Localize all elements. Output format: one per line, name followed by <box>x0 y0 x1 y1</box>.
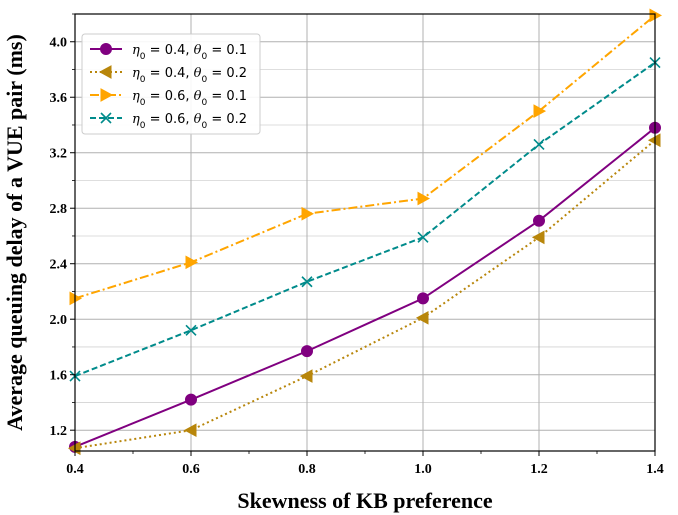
series-1-line <box>74 126 656 448</box>
legend-label-part: η <box>132 66 140 81</box>
series-2-point <box>415 310 429 325</box>
legend-label-part: 0 <box>201 121 207 131</box>
series-4-point <box>417 231 429 243</box>
legend-label-part: = 0.6, <box>146 112 194 127</box>
legend-label-4: η0 = 0.6, θ0 = 0.2 <box>132 112 247 131</box>
legend-label-part: η <box>132 89 140 104</box>
legend-label-part: θ <box>194 89 202 104</box>
legend-label-part: = 0.1 <box>207 89 247 104</box>
legend-label-part: θ <box>194 43 202 58</box>
series-4-line <box>74 61 656 378</box>
series-4-point <box>301 276 313 288</box>
series-3-line <box>74 14 656 300</box>
legend-label-part: = 0.1 <box>207 43 247 58</box>
legend: η0 = 0.4, θ0 = 0.1η0 = 0.4, θ0 = 0.2η0 =… <box>81 33 261 135</box>
x-tick-label: 0.8 <box>298 462 316 477</box>
legend-label-part: θ <box>194 112 202 127</box>
legend-label-part: 0 <box>201 52 207 62</box>
x-tick-label: 1.0 <box>414 462 432 477</box>
series-2 <box>67 133 661 456</box>
series-1-point <box>185 393 197 406</box>
legend-label-1: η0 = 0.4, θ0 = 0.1 <box>132 43 247 62</box>
x-tick-label: 0.4 <box>66 462 84 477</box>
series-3-point <box>533 104 547 118</box>
legend-label-part: 0 <box>201 98 207 108</box>
y-tick-label: 1.2 <box>50 424 68 439</box>
legend-label-part: = 0.4, <box>146 66 194 81</box>
series-4-point-stroke <box>417 231 429 243</box>
series-layer <box>67 8 663 456</box>
y-tick-label: 3.2 <box>50 147 68 162</box>
legend-label-2: η0 = 0.4, θ0 = 0.2 <box>132 66 247 85</box>
legend-label-part: = 0.4, <box>146 43 194 58</box>
series-2-line <box>74 139 656 450</box>
y-tick-label: 4.0 <box>50 36 68 51</box>
legend-marker-4 <box>100 112 112 124</box>
legend-label-part: = 0.6, <box>146 89 194 104</box>
legend-label-part: 0 <box>140 98 146 108</box>
legend-label-part: η <box>132 43 140 58</box>
legend-marker-1 <box>100 43 112 55</box>
y-tick-label: 2.8 <box>50 202 68 217</box>
legend-label-part: = 0.2 <box>207 66 247 81</box>
y-tick-label: 2.0 <box>50 313 68 328</box>
legend-label-part: = 0.2 <box>207 112 247 127</box>
series-4-point-stroke <box>301 276 313 288</box>
series-4-point <box>185 324 197 336</box>
series-3-point <box>417 191 431 206</box>
legend-label-part: 0 <box>140 52 146 62</box>
series-4-point-stroke <box>185 324 197 336</box>
y-tick-label: 3.6 <box>50 91 68 106</box>
legend-label-part: η <box>132 112 140 127</box>
series-3-point <box>301 206 315 221</box>
x-tick-label: 1.2 <box>530 462 548 477</box>
x-axis-title: Skewness of KB preference <box>237 488 492 513</box>
series-2-point <box>531 230 545 245</box>
legend-label-part: 0 <box>201 75 207 85</box>
series-4-point-stroke <box>533 138 545 150</box>
ticks: 1.2 1.6 2.0 2.4 2.8 3.2 3.6 4.0 0.4 0.6 0.8 1.0 1.2 1… <box>50 13 664 477</box>
legend-marker-2 <box>98 65 112 79</box>
legend-marker-3 <box>100 88 114 102</box>
series-2-point <box>299 369 313 383</box>
legend-label-part: 0 <box>140 75 146 85</box>
legend-label-part: θ <box>194 66 202 81</box>
legend-marker-4-stroke <box>100 112 112 124</box>
series-4-point <box>533 138 545 150</box>
legend-label-3: η0 = 0.6, θ0 = 0.1 <box>132 89 247 108</box>
legend-box <box>81 33 261 135</box>
legend-label-part: 0 <box>140 121 146 131</box>
y-tick-label: 1.6 <box>50 369 68 384</box>
series-1-point <box>533 214 545 227</box>
y-axis-title: Average queuing delay of a VUE pair (ms) <box>2 34 27 431</box>
series-3-point <box>185 255 199 270</box>
y-tick-label: 2.4 <box>50 258 68 273</box>
series-1-point <box>301 345 313 358</box>
x-tick-label: 1.4 <box>646 462 664 477</box>
x-tick-label: 0.6 <box>182 462 200 477</box>
series-2-point <box>183 423 197 438</box>
series-1-point <box>417 292 429 305</box>
